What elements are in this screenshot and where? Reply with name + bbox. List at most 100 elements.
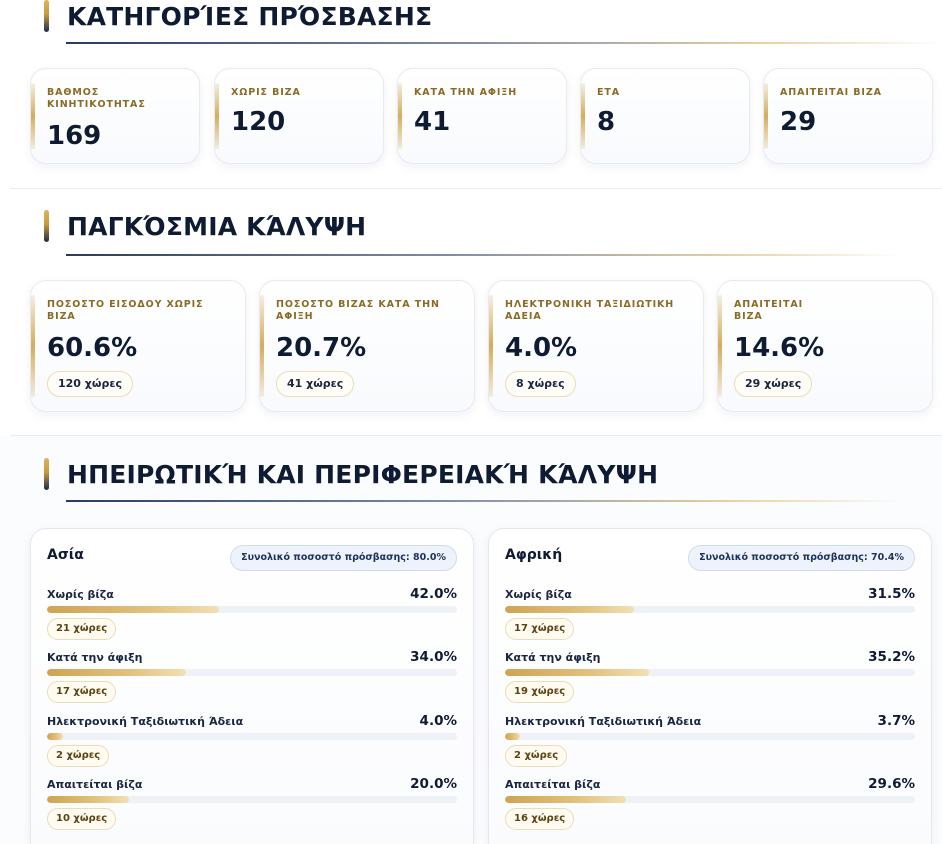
- section-header: ΚΑΤΗΓΟΡΊΕΣ ΠΡΌΣΒΑΣΗΣ: [44, 0, 432, 32]
- progress-fill: [505, 669, 650, 676]
- country-count-pill: 17 χώρες: [47, 681, 117, 703]
- stat-card-visa-required: ΑΠΑΙΤΕΙΤΑΙ ΒΙΖΑ 29: [763, 68, 933, 164]
- country-count-pill: 120 χώρες: [47, 371, 133, 397]
- progress-fill: [47, 796, 129, 803]
- section-divider: [10, 188, 942, 189]
- stat-label: ΑΠΑΙΤΕΙΤΑΙ ΒΙΖΑ: [734, 299, 804, 322]
- stat-label: ΚΑΤΑ ΤΗΝ ΑΦΙΞΗ: [414, 87, 518, 98]
- section-header: ΗΠΕΙΡΩΤΙΚΉ ΚΑΙ ΠΕΡΙΦΕΡΕΙΑΚΉ ΚΆΛΥΨΗ: [44, 458, 658, 490]
- region-row-eta: Ηλεκτρονική Ταξιδιωτική Άδεια 4.0% 2 χώρ…: [47, 713, 457, 775]
- stat-value: 29: [780, 107, 817, 137]
- progress-track: [505, 669, 915, 676]
- region-name: Ασία: [47, 547, 84, 563]
- row-label: Κατά την άφιξη: [505, 651, 601, 664]
- row-label: Χωρίς βίζα: [505, 588, 572, 601]
- country-count-pill: 29 χώρες: [734, 371, 813, 397]
- coverage-card-on-arrival: ΠΟΣΟΣΤΟ ΒΙΖΑΣ ΚΑΤΑ ΤΗΝ ΑΦΙΞΗ 20.7% 41 χώ…: [259, 280, 475, 412]
- stat-value: 8: [597, 107, 616, 137]
- stat-value: 41: [414, 107, 451, 137]
- stat-value: 120: [231, 107, 286, 137]
- stat-card-on-arrival: ΚΑΤΑ ΤΗΝ ΑΦΙΞΗ 41: [397, 68, 567, 164]
- region-row-eta: Ηλεκτρονική Ταξιδιωτική Άδεια 3.7% 2 χώρ…: [505, 713, 915, 775]
- stat-card-mobility-score: ΒΑΘΜΟΣ ΚΙΝΗΤΙΚΟΤΗΤΑΣ 169: [30, 68, 200, 164]
- progress-fill: [505, 606, 635, 613]
- row-percent: 42.0%: [410, 586, 457, 602]
- stat-card-visa-free: ΧΩΡΙΣ ΒΙΖΑ 120: [214, 68, 384, 164]
- row-label: Κατά την άφιξη: [47, 651, 143, 664]
- progress-track: [47, 606, 457, 613]
- section-underline: [66, 500, 902, 502]
- region-name: Αφρική: [505, 547, 563, 563]
- row-percent: 20.0%: [410, 776, 457, 792]
- country-count-pill: 17 χώρες: [505, 618, 575, 640]
- country-count-pill: 8 χώρες: [505, 371, 576, 397]
- section-accent-bar: [44, 458, 49, 490]
- region-row-on-arrival: Κατά την άφιξη 35.2% 19 χώρες: [505, 649, 915, 711]
- progress-track: [47, 733, 457, 740]
- country-count-pill: 19 χώρες: [505, 681, 575, 703]
- progress-track: [505, 796, 915, 803]
- row-percent: 3.7%: [877, 713, 915, 729]
- section-title: ΗΠΕΙΡΩΤΙΚΉ ΚΑΙ ΠΕΡΙΦΕΡΕΙΑΚΉ ΚΆΛΥΨΗ: [67, 459, 659, 489]
- region-row-visa-required: Απαιτείται βίζα 20.0% 10 χώρες: [47, 776, 457, 838]
- stat-label: ΒΑΘΜΟΣ ΚΙΝΗΤΙΚΟΤΗΤΑΣ: [47, 87, 146, 110]
- coverage-card-visa-free: ΠΟΣΟΣΤΟ ΕΙΣΟΔΟΥ ΧΩΡΙΣ ΒΙΖΑ 60.6% 120 χώρ…: [30, 280, 246, 412]
- region-row-visa-free: Χωρίς βίζα 31.5% 17 χώρες: [505, 586, 915, 648]
- section-title: ΠΑΓΚΌΣΜΙΑ ΚΆΛΥΨΗ: [67, 211, 367, 241]
- stat-value: 169: [47, 121, 102, 151]
- stat-label: ΠΟΣΟΣΤΟ ΕΙΣΟΔΟΥ ΧΩΡΙΣ ΒΙΖΑ: [47, 299, 204, 322]
- row-percent: 34.0%: [410, 649, 457, 665]
- region-row-visa-free: Χωρίς βίζα 42.0% 21 χώρες: [47, 586, 457, 648]
- progress-track: [505, 606, 915, 613]
- global-coverage-section: ΠΑΓΚΌΣΜΙΑ ΚΆΛΥΨΗ ΠΟΣΟΣΤΟ ΕΙΣΟΔΟΥ ΧΩΡΙΣ Β…: [0, 190, 942, 434]
- region-row-on-arrival: Κατά την άφιξη 34.0% 17 χώρες: [47, 649, 457, 711]
- section-accent-bar: [44, 210, 49, 242]
- stat-value: 14.6%: [734, 333, 825, 363]
- progress-fill: [505, 733, 521, 740]
- row-label: Απαιτείται βίζα: [47, 778, 143, 791]
- progress-track: [47, 669, 457, 676]
- section-divider: [10, 435, 942, 436]
- stat-label: ΗΛΕΚΤΡΟΝΙΚΗ ΤΑΞΙΔΙΩΤΙΚΗ ΑΔΕΙΑ: [505, 299, 675, 322]
- country-count-pill: 21 χώρες: [47, 618, 117, 640]
- country-count-pill: 2 χώρες: [505, 745, 568, 767]
- stat-value: 60.6%: [47, 333, 138, 363]
- section-underline: [66, 42, 942, 44]
- row-label: Ηλεκτρονική Ταξιδιωτική Άδεια: [505, 715, 702, 728]
- section-header: ΠΑΓΚΌΣΜΙΑ ΚΆΛΥΨΗ: [44, 210, 366, 242]
- section-accent-bar: [44, 0, 49, 32]
- progress-fill: [505, 796, 627, 803]
- progress-track: [47, 796, 457, 803]
- region-card-asia: Ασία Συνολικό ποσοστό πρόσβασης: 80.0% Χ…: [30, 528, 474, 844]
- stat-value: 4.0%: [505, 333, 578, 363]
- section-underline: [66, 254, 902, 256]
- progress-fill: [47, 606, 220, 613]
- row-label: Χωρίς βίζα: [47, 588, 114, 601]
- coverage-card-eta: ΗΛΕΚΤΡΟΝΙΚΗ ΤΑΞΙΔΙΩΤΙΚΗ ΑΔΕΙΑ 4.0% 8 χώρ…: [488, 280, 704, 412]
- stat-label: ΠΟΣΟΣΤΟ ΒΙΖΑΣ ΚΑΤΑ ΤΗΝ ΑΦΙΞΗ: [276, 299, 440, 322]
- region-total-badge: Συνολικό ποσοστό πρόσβασης: 70.4%: [688, 545, 915, 571]
- progress-fill: [47, 733, 64, 740]
- country-count-pill: 2 χώρες: [47, 745, 110, 767]
- region-row-visa-required: Απαιτείται βίζα 29.6% 16 χώρες: [505, 776, 915, 838]
- country-count-pill: 10 χώρες: [47, 808, 117, 830]
- stat-label: ΑΠΑΙΤΕΙΤΑΙ ΒΙΖΑ: [780, 87, 882, 98]
- coverage-card-visa-required: ΑΠΑΙΤΕΙΤΑΙ ΒΙΖΑ 14.6% 29 χώρες: [717, 280, 933, 412]
- section-title: ΚΑΤΗΓΟΡΊΕΣ ΠΡΌΣΒΑΣΗΣ: [67, 1, 433, 31]
- country-count-pill: 16 χώρες: [505, 808, 575, 830]
- stat-card-eta: ΕΤΑ 8: [580, 68, 750, 164]
- stat-value: 20.7%: [276, 333, 367, 363]
- stat-label: ΕΤΑ: [597, 87, 621, 98]
- row-label: Ηλεκτρονική Ταξιδιωτική Άδεια: [47, 715, 244, 728]
- row-percent: 31.5%: [868, 586, 915, 602]
- access-categories-section: ΚΑΤΗΓΟΡΊΕΣ ΠΡΌΣΒΑΣΗΣ ΒΑΘΜΟΣ ΚΙΝΗΤΙΚΟΤΗΤΑ…: [0, 0, 942, 186]
- progress-fill: [47, 669, 187, 676]
- progress-track: [505, 733, 915, 740]
- row-percent: 29.6%: [868, 776, 915, 792]
- country-count-pill: 41 χώρες: [276, 371, 355, 397]
- region-total-badge: Συνολικό ποσοστό πρόσβασης: 80.0%: [230, 545, 457, 571]
- stat-label: ΧΩΡΙΣ ΒΙΖΑ: [231, 87, 301, 98]
- row-label: Απαιτείται βίζα: [505, 778, 601, 791]
- row-percent: 35.2%: [868, 649, 915, 665]
- region-card-africa: Αφρική Συνολικό ποσοστό πρόσβασης: 70.4%…: [488, 528, 932, 844]
